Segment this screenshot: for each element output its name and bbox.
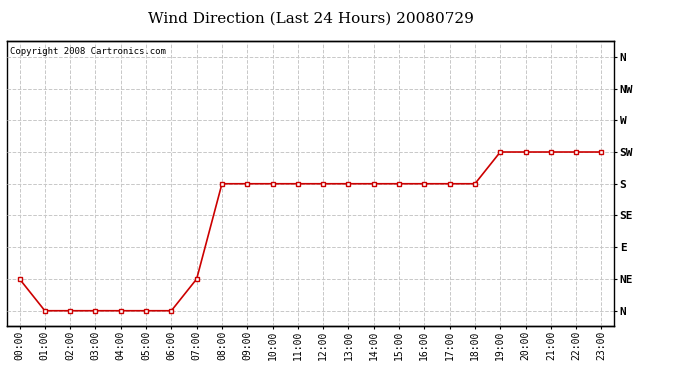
Text: Wind Direction (Last 24 Hours) 20080729: Wind Direction (Last 24 Hours) 20080729 — [148, 11, 473, 25]
Text: Copyright 2008 Cartronics.com: Copyright 2008 Cartronics.com — [10, 47, 166, 56]
